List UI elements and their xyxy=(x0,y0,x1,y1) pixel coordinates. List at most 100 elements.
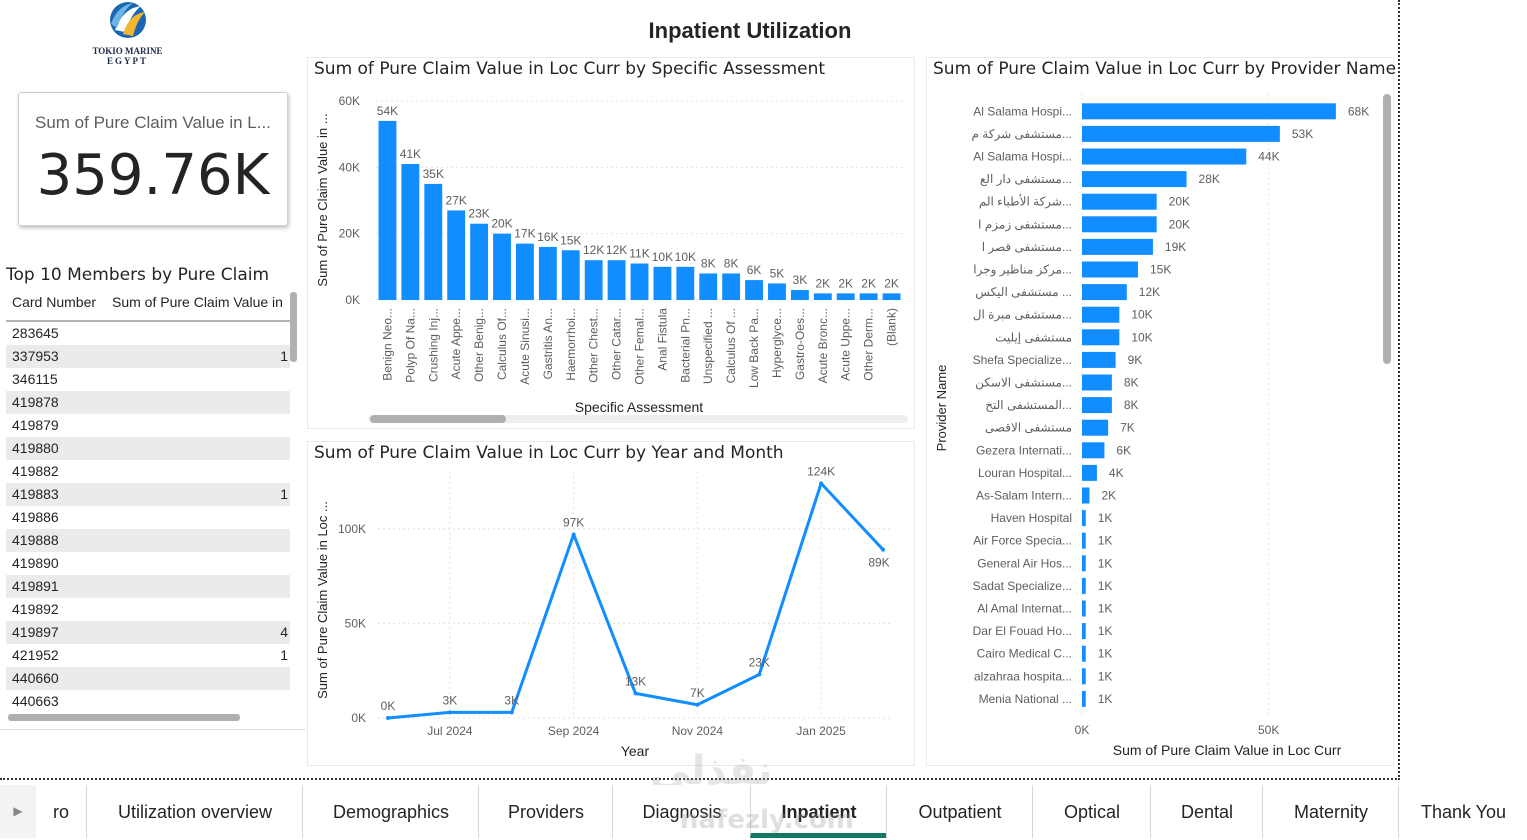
bar[interactable] xyxy=(1082,397,1112,414)
monthly-chart[interactable]: Sum of Pure Claim Value in Loc Curr by Y… xyxy=(307,441,915,766)
bar[interactable] xyxy=(1082,510,1086,527)
table-row[interactable]: 419882 xyxy=(6,460,290,483)
table-row[interactable]: 419880 xyxy=(6,437,290,460)
column-header-claim-value[interactable]: Sum of Pure Claim Value in xyxy=(112,294,283,310)
table-row[interactable]: 419878 xyxy=(6,391,290,414)
bar[interactable] xyxy=(859,293,878,300)
table-row[interactable]: 346115 xyxy=(6,368,290,391)
bar[interactable] xyxy=(1082,442,1105,459)
tab-demographics[interactable]: Demographics xyxy=(302,785,479,838)
table-row[interactable]: 421952 1 xyxy=(6,644,290,667)
table-row[interactable]: 440660 xyxy=(6,667,290,690)
provider-chart[interactable]: Sum of Pure Claim Value in Loc Curr by P… xyxy=(926,57,1396,766)
bar[interactable] xyxy=(607,260,626,300)
table-horizontal-scrollbar[interactable] xyxy=(8,714,240,721)
bar[interactable] xyxy=(813,293,832,300)
bar[interactable] xyxy=(584,260,603,300)
bar[interactable] xyxy=(699,273,718,300)
table-row[interactable]: 419892 xyxy=(6,598,290,621)
bar[interactable] xyxy=(1082,577,1086,594)
bar[interactable] xyxy=(493,233,511,300)
bar[interactable] xyxy=(630,263,649,300)
table-row[interactable]: 419879 xyxy=(6,414,290,437)
tab-outpatient[interactable]: Outpatient xyxy=(886,785,1033,838)
data-point[interactable] xyxy=(509,710,514,715)
bar[interactable] xyxy=(1082,464,1097,481)
tab-inpatient[interactable]: Inpatient xyxy=(750,785,887,838)
tab-thank-you[interactable]: Thank You xyxy=(1398,785,1527,838)
data-point[interactable] xyxy=(571,532,576,537)
bar[interactable] xyxy=(447,210,466,300)
bar[interactable] xyxy=(538,246,557,300)
bar[interactable] xyxy=(561,250,580,300)
data-point[interactable] xyxy=(633,691,638,696)
bar[interactable] xyxy=(1082,284,1127,301)
bar[interactable] xyxy=(1082,600,1086,617)
bar[interactable] xyxy=(882,293,901,300)
bar[interactable] xyxy=(378,120,397,301)
chevron-right-icon[interactable]: ▶ xyxy=(0,785,36,838)
assessment-chart[interactable]: Sum of Pure Claim Value in Loc Curr by S… xyxy=(307,57,915,429)
bar[interactable] xyxy=(1082,623,1086,640)
table-row[interactable]: 419888 xyxy=(6,529,290,552)
table-row[interactable]: 419890 xyxy=(6,552,290,575)
bar[interactable] xyxy=(1082,103,1336,120)
bar[interactable] xyxy=(1082,487,1090,504)
y-tick-label: مركز مناظير وجرا... xyxy=(973,263,1072,277)
bar[interactable] xyxy=(1082,171,1187,188)
data-point[interactable] xyxy=(757,672,762,677)
bar[interactable] xyxy=(1082,419,1109,436)
bar[interactable] xyxy=(1082,238,1153,255)
bar[interactable] xyxy=(722,273,741,300)
bar[interactable] xyxy=(1082,555,1086,572)
table-row[interactable]: 337953 1 xyxy=(6,345,290,368)
kpi-card[interactable]: Sum of Pure Claim Value in L... 359.76K xyxy=(18,92,288,226)
data-point[interactable] xyxy=(447,710,452,715)
bar[interactable] xyxy=(515,243,534,300)
tab-dental[interactable]: Dental xyxy=(1150,785,1263,838)
chart-scrollbar-thumb[interactable] xyxy=(1383,94,1391,364)
bar[interactable] xyxy=(836,293,855,300)
bar[interactable] xyxy=(790,290,809,300)
table-row[interactable]: 419897 4 xyxy=(6,621,290,644)
x-tick-label: 50K xyxy=(1258,723,1279,737)
bar[interactable] xyxy=(768,283,786,300)
bar[interactable] xyxy=(424,183,443,300)
tab-providers[interactable]: Providers xyxy=(478,785,613,838)
data-point[interactable] xyxy=(819,481,824,486)
table-row[interactable]: 419891 xyxy=(6,575,290,598)
bar[interactable] xyxy=(1082,148,1247,165)
data-point[interactable] xyxy=(695,702,700,707)
table-row[interactable]: 283645 xyxy=(6,322,290,345)
table-vertical-scrollbar[interactable] xyxy=(290,292,297,362)
data-point[interactable] xyxy=(881,547,885,552)
tab-utilization-overview[interactable]: Utilization overview xyxy=(86,785,303,838)
bar[interactable] xyxy=(1082,374,1112,391)
tab-optical[interactable]: Optical xyxy=(1032,785,1151,838)
bar[interactable] xyxy=(1082,261,1138,278)
data-point[interactable] xyxy=(386,716,390,720)
bar[interactable] xyxy=(676,266,695,300)
bar[interactable] xyxy=(1082,216,1157,233)
bar[interactable] xyxy=(1082,125,1280,142)
bar[interactable] xyxy=(1082,351,1116,368)
tab-diagnosis[interactable]: Diagnosis xyxy=(612,785,751,838)
table-row[interactable]: 419886 xyxy=(6,506,290,529)
bar[interactable] xyxy=(1082,668,1086,685)
chart-scrollbar-thumb[interactable] xyxy=(370,415,506,423)
table-row[interactable]: 440663 xyxy=(6,690,290,710)
bar[interactable] xyxy=(470,223,489,300)
table-row[interactable]: 419883 1 xyxy=(6,483,290,506)
bar[interactable] xyxy=(653,266,672,300)
bar[interactable] xyxy=(1082,532,1086,549)
column-header-card-number[interactable]: Card Number xyxy=(12,294,97,310)
bar[interactable] xyxy=(1082,193,1157,210)
bar[interactable] xyxy=(1082,690,1086,707)
bar[interactable] xyxy=(401,164,420,300)
bar[interactable] xyxy=(1082,645,1086,662)
bar[interactable] xyxy=(1082,306,1120,323)
tab-maternity[interactable]: Maternity xyxy=(1262,785,1399,838)
bar[interactable] xyxy=(1082,329,1120,346)
bar[interactable] xyxy=(745,280,764,300)
tab-ro[interactable]: ro xyxy=(52,802,69,822)
